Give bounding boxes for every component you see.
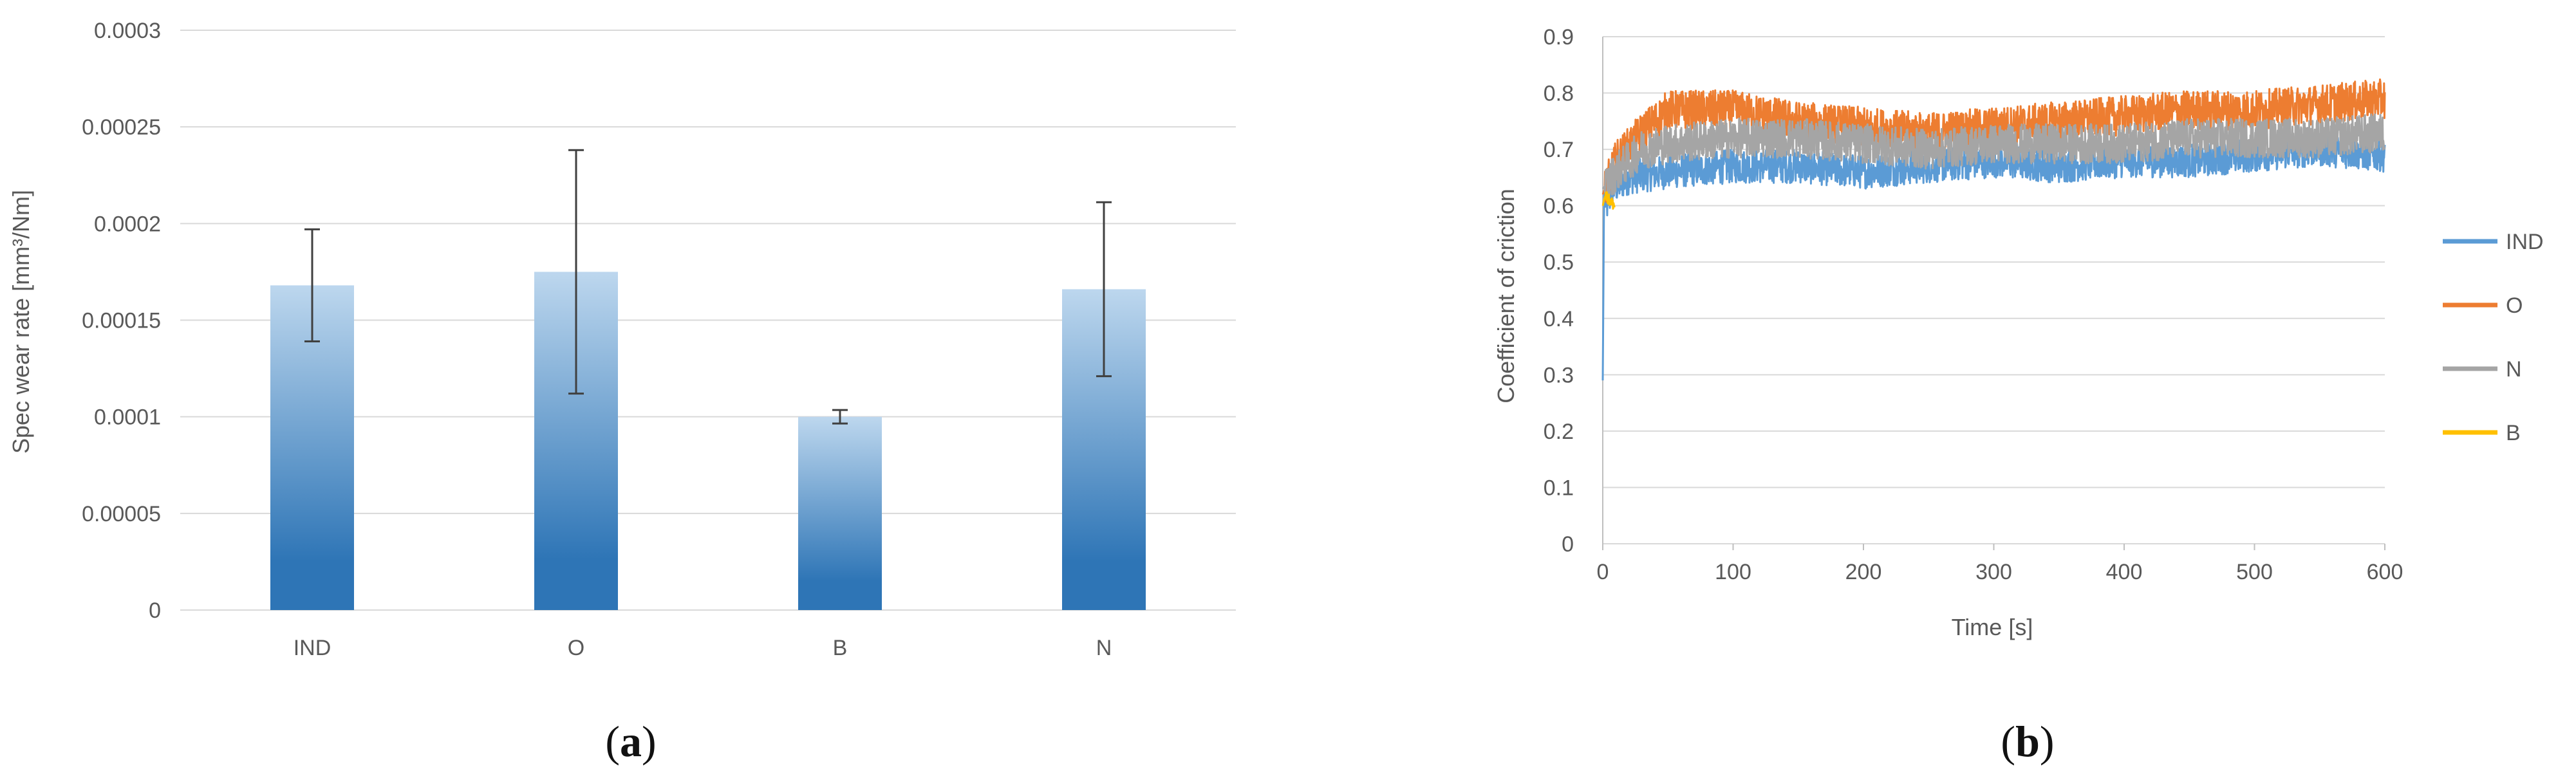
legend-label-ind: IND [2506, 230, 2544, 254]
wear-rate-y-tick-label: 0.0002 [94, 212, 161, 236]
wear-rate-y-tick-label: 0.0001 [94, 405, 161, 430]
friction-y-tick-label: 0.3 [1544, 363, 1574, 387]
friction-x-tick-label: 200 [1845, 560, 1882, 584]
panel-label-a: (a) [605, 717, 656, 766]
legend-label-n: N [2506, 357, 2522, 382]
friction-y-tick-label: 0.6 [1544, 194, 1574, 219]
wear-rate-x-tick-label: B [833, 636, 848, 660]
wear-rate-y-tick-label: 0.00025 [82, 115, 161, 140]
wear-rate-x-tick-label: IND [294, 636, 331, 660]
friction-x-tick-label: 600 [2367, 560, 2403, 584]
wear-rate-bar-chart: 0 0.00005 0.0001 0.00015 0.0002 0.00025 0.0003… [82, 19, 1236, 660]
legend-label-o: O [2506, 293, 2523, 318]
friction-y-tick-label: 0.4 [1544, 307, 1574, 331]
friction-y-tick-label: 0.1 [1544, 476, 1574, 500]
wear-rate-y-axis-title: Spec wear rate [mm³/Nm] [8, 190, 34, 454]
friction-x-tick-label: 300 [1975, 560, 2012, 584]
wear-rate-bar-b [798, 416, 882, 610]
panel-label-b: (b) [2001, 717, 2054, 766]
wear-rate-y-tick-label: 0.00015 [82, 309, 161, 333]
wear-rate-y-tick-label: 0.00005 [82, 502, 161, 526]
friction-x-axis-title: Time [s] [1952, 614, 2033, 640]
friction-series-ind [1601, 131, 2386, 381]
friction-y-tick-label: 0.7 [1544, 138, 1574, 162]
friction-line-chart: 0 0.1 0.2 0.3 0.4 0.5 0.6 0.7 0.8 0.9 0 100 200 300 40… [1544, 25, 2403, 584]
friction-y-tick-label: 0.8 [1544, 82, 1574, 106]
friction-series-n [1601, 113, 2386, 198]
friction-x-tick-label: 0 [1597, 560, 1609, 584]
friction-legend: IND O N B [2443, 230, 2544, 445]
wear-rate-x-tick-label: O [568, 636, 584, 660]
friction-x-tick-label: 400 [2106, 560, 2143, 584]
friction-y-tick-label: 0.5 [1544, 250, 1574, 275]
friction-series-b [1601, 191, 1616, 210]
friction-x-tick-label: 500 [2236, 560, 2273, 584]
friction-y-tick-label: 0.2 [1544, 420, 1574, 444]
friction-x-tick-label: 100 [1715, 560, 1751, 584]
friction-y-tick-label: 0.9 [1544, 25, 1574, 50]
wear-rate-y-tick-label: 0 [149, 598, 161, 623]
wear-rate-y-tick-label: 0.0003 [94, 19, 161, 43]
wear-rate-x-tick-label: N [1096, 636, 1112, 660]
legend-label-b: B [2506, 421, 2521, 445]
friction-y-axis-title: Coefficient of criction [1493, 189, 1519, 403]
friction-y-tick-label: 0 [1562, 532, 1574, 557]
